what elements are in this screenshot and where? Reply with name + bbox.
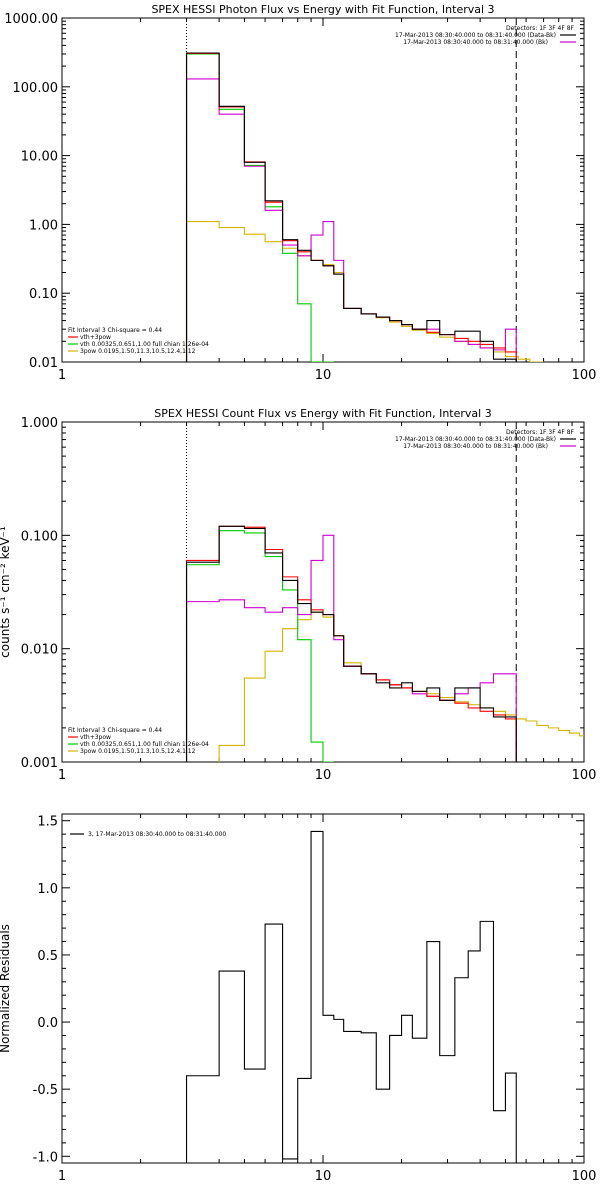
y-tick-label: 100.00: [13, 81, 59, 96]
x-tick-label: 1: [58, 1169, 66, 1184]
y-tick-label: -0.5: [33, 1083, 58, 1098]
legend-header: Fit Interval 3 Chi-square = 0.44: [68, 327, 162, 334]
y-tick-label: 0.01: [29, 356, 58, 371]
series-bk: [185, 78, 517, 362]
y-tick-label: 1000.00: [4, 12, 58, 27]
y-tick-label: 0.5: [37, 949, 58, 964]
x-tick-label: 1: [58, 768, 66, 783]
panel-1: SPEX HESSI Photon Flux vs Energy with Fi…: [4, 3, 596, 383]
y-tick-label: 0.001: [21, 756, 58, 771]
x-tick-label: 100: [572, 368, 597, 383]
series-data-bk: [185, 52, 517, 362]
y-tick-label: -1.0: [33, 1150, 58, 1165]
chart-title: SPEX HESSI Photon Flux vs Energy with Fi…: [151, 3, 494, 16]
y-tick-label: 0.10: [29, 287, 58, 302]
x-tick-label: 100: [572, 1169, 597, 1184]
y-tick-label: 1.00: [29, 218, 58, 233]
series-bk: [185, 534, 517, 762]
legend-header: Fit Interval 3 Chi-square = 0.44: [68, 727, 162, 734]
legend-header: Detectors: 1F 3F 4F 8F: [506, 429, 575, 436]
legend-label: 3, 17-Mar-2013 08:30:40.000 to 08:31:40.…: [88, 831, 226, 838]
y-tick-label: 1.5: [37, 815, 58, 830]
series-data-bk: [185, 525, 517, 762]
x-tick-label: 1: [58, 368, 66, 383]
y-tick-label: 0.0: [37, 1016, 58, 1031]
legend-label: vth 0.00325,0.651,1.00 full chian 1.26e-…: [80, 741, 209, 748]
x-tick-label: 10: [315, 368, 332, 383]
series-vth: [185, 530, 334, 762]
y-axis-label: counts s⁻¹ cm⁻² keV⁻¹: [0, 526, 12, 658]
legend-label: 17-Mar-2013 08:30:40.000 to 08:31:40.000…: [403, 39, 548, 46]
panel-3: Normalized Residuals 1 10 100 -1.0 -0.5 0.0 0.5…: [0, 813, 597, 1184]
legend-label: vth 0.00325,0.651,1.00 full chian 1.26e-…: [80, 341, 209, 348]
legend-label: 17-Mar-2013 08:30:40.000 to 08:31:40.000…: [403, 443, 548, 450]
legend-label: vth+3pow: [80, 334, 111, 341]
y-tick-label: 10.00: [21, 150, 58, 165]
chart-title: SPEX HESSI Count Flux vs Energy with Fit…: [154, 407, 491, 420]
legend-label: 3pow 0.0195,1.50,11.3,10.5,12.4,1.12: [80, 348, 196, 355]
y-axis-label: Normalized Residuals: [0, 924, 12, 1053]
series-vth-3pow: [185, 52, 517, 362]
x-tick-label: 100: [572, 768, 597, 783]
legend-label: 17-Mar-2013 08:30:40.000 to 08:31:40.000…: [395, 32, 556, 39]
panel-2: SPEX HESSI Count Flux vs Energy with Fit…: [0, 407, 596, 783]
x-tick-label: 10: [315, 768, 332, 783]
legend-label: 3pow 0.0195,1.50,11.3,10.5,12.4,1.12: [80, 748, 196, 755]
y-tick-label: 0.010: [21, 643, 58, 658]
series-vth-3pow: [185, 525, 517, 762]
y-tick-label: 1.0: [37, 882, 58, 897]
x-tick-label: 10: [315, 1169, 332, 1184]
legend-label: 17-Mar-2013 08:30:40.000 to 08:31:40.000…: [395, 436, 556, 443]
series-vth: [185, 53, 334, 362]
legend-label: vth+3pow: [80, 734, 111, 741]
y-tick-label: 1.000: [21, 416, 58, 431]
series-residuals: [185, 830, 517, 1163]
y-tick-label: 0.100: [21, 529, 58, 544]
legend-header: Detectors: 1F 3F 4F 8F: [506, 25, 575, 32]
plot-frame: [61, 17, 585, 363]
